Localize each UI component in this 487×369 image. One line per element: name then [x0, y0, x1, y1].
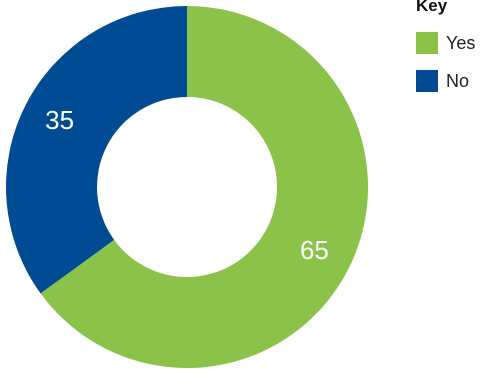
legend-label-yes: Yes — [446, 32, 476, 53]
legend-swatch-no — [416, 70, 438, 92]
slice-no — [5, 5, 188, 294]
legend: Key Yes No — [416, 0, 487, 93]
slice-yes — [40, 6, 368, 368]
slice-label-yes: 65 — [300, 235, 329, 265]
legend-item-no: No — [416, 69, 487, 93]
legend-label-no: No — [446, 70, 470, 91]
legend-item-yes: Yes — [416, 31, 487, 55]
legend-title: Key — [416, 0, 448, 15]
slice-label-no: 35 — [45, 105, 74, 135]
legend-swatch-yes — [416, 32, 438, 54]
